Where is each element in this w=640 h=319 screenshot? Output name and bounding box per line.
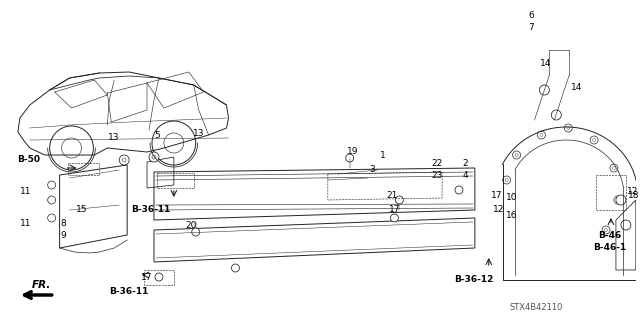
Text: B-50: B-50 bbox=[17, 155, 40, 165]
Circle shape bbox=[390, 214, 398, 222]
Text: 11: 11 bbox=[20, 188, 31, 197]
Text: 17: 17 bbox=[491, 190, 502, 199]
Circle shape bbox=[119, 155, 129, 165]
Text: 11: 11 bbox=[20, 219, 31, 228]
Text: 3: 3 bbox=[370, 166, 376, 174]
Text: FR.: FR. bbox=[32, 280, 51, 290]
Text: 1: 1 bbox=[380, 151, 385, 160]
Text: 12: 12 bbox=[627, 188, 639, 197]
Text: 6: 6 bbox=[529, 11, 534, 19]
Text: 23: 23 bbox=[431, 170, 443, 180]
Circle shape bbox=[502, 176, 511, 184]
Text: 4: 4 bbox=[462, 172, 468, 181]
Text: B-36-11: B-36-11 bbox=[131, 205, 171, 214]
Circle shape bbox=[232, 264, 239, 272]
Circle shape bbox=[540, 85, 549, 95]
Text: 20: 20 bbox=[185, 221, 196, 231]
Text: 14: 14 bbox=[570, 83, 582, 92]
Circle shape bbox=[621, 220, 631, 230]
Text: 17: 17 bbox=[141, 272, 153, 281]
Circle shape bbox=[149, 152, 159, 162]
Circle shape bbox=[513, 151, 520, 159]
Text: B-46-1: B-46-1 bbox=[593, 243, 627, 253]
Text: 7: 7 bbox=[529, 24, 534, 33]
Text: 21: 21 bbox=[387, 190, 398, 199]
Circle shape bbox=[48, 196, 56, 204]
Text: 8: 8 bbox=[61, 219, 67, 227]
Circle shape bbox=[602, 226, 610, 234]
Circle shape bbox=[155, 273, 163, 281]
Text: 10: 10 bbox=[506, 194, 517, 203]
Circle shape bbox=[346, 154, 354, 162]
Text: 2: 2 bbox=[462, 159, 468, 167]
Circle shape bbox=[551, 110, 561, 120]
Text: 14: 14 bbox=[540, 58, 551, 68]
Text: B-36-12: B-36-12 bbox=[454, 276, 493, 285]
Text: 17: 17 bbox=[388, 205, 400, 214]
Text: 18: 18 bbox=[628, 190, 639, 199]
Circle shape bbox=[192, 228, 200, 236]
Text: B-46: B-46 bbox=[598, 231, 621, 240]
Text: STX4B42110: STX4B42110 bbox=[510, 303, 563, 313]
Text: 22: 22 bbox=[431, 159, 443, 167]
Circle shape bbox=[616, 195, 626, 205]
Text: 15: 15 bbox=[76, 205, 87, 214]
Circle shape bbox=[48, 181, 56, 189]
Circle shape bbox=[590, 136, 598, 144]
Text: B-36-11: B-36-11 bbox=[109, 287, 149, 296]
Text: 13: 13 bbox=[193, 129, 204, 137]
Circle shape bbox=[455, 186, 463, 194]
Circle shape bbox=[538, 131, 545, 139]
Text: 16: 16 bbox=[506, 211, 517, 219]
Circle shape bbox=[48, 214, 56, 222]
Text: 13: 13 bbox=[108, 132, 119, 142]
Circle shape bbox=[614, 196, 622, 204]
Text: 12: 12 bbox=[493, 205, 504, 214]
Text: 9: 9 bbox=[61, 232, 67, 241]
Text: 5: 5 bbox=[154, 131, 160, 140]
Circle shape bbox=[396, 196, 403, 204]
Text: 19: 19 bbox=[347, 147, 358, 157]
Circle shape bbox=[564, 124, 572, 132]
Circle shape bbox=[610, 164, 618, 172]
